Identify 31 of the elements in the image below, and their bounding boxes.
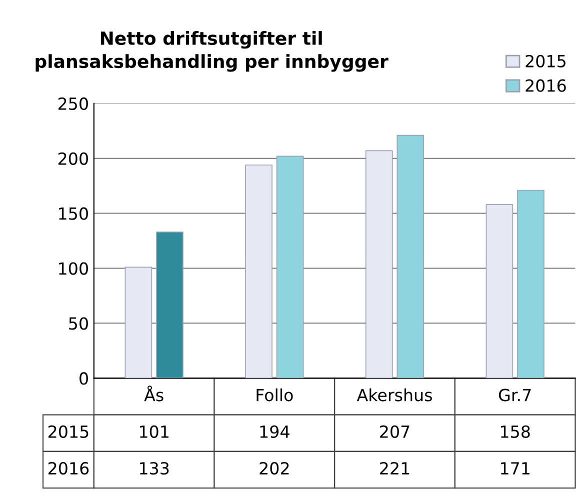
bar <box>396 134 424 378</box>
data-label: 158 <box>501 425 530 438</box>
bar <box>245 164 272 378</box>
data-label: 101 <box>140 425 168 438</box>
data-label: 221 <box>380 462 410 474</box>
bar <box>486 204 514 378</box>
legend-label: 2015 <box>526 54 566 68</box>
chart-title: Netto driftsutgifter til plansaksbehandling per innbygger <box>36 31 388 72</box>
data-label: 202 <box>260 462 289 475</box>
x-tick-label: Ås <box>144 386 164 402</box>
y-tick-label: 0 <box>80 372 88 385</box>
legend-label: 2016 <box>526 79 566 92</box>
x-tick-label: Gr.7 <box>498 388 531 402</box>
bar <box>124 266 152 378</box>
bar <box>276 156 304 378</box>
text: 2016 <box>48 462 89 475</box>
y-tick-label: 150 <box>59 207 88 220</box>
y-tick-label: 50 <box>69 317 88 330</box>
y-tick-label: 200 <box>58 152 88 165</box>
y-tick-label: 100 <box>59 262 88 275</box>
bar <box>365 150 393 378</box>
y-tick-label: 250 <box>58 97 88 110</box>
bar <box>517 190 544 378</box>
bar <box>156 232 184 378</box>
data-label: 194 <box>260 425 290 438</box>
data-label: 207 <box>380 425 410 438</box>
data-label: 171 <box>501 462 530 474</box>
data-label: 133 <box>140 462 169 475</box>
x-tick-label: Akershus <box>356 388 432 402</box>
text: 2015 <box>48 425 88 438</box>
x-tick-label: Follo <box>256 388 293 402</box>
